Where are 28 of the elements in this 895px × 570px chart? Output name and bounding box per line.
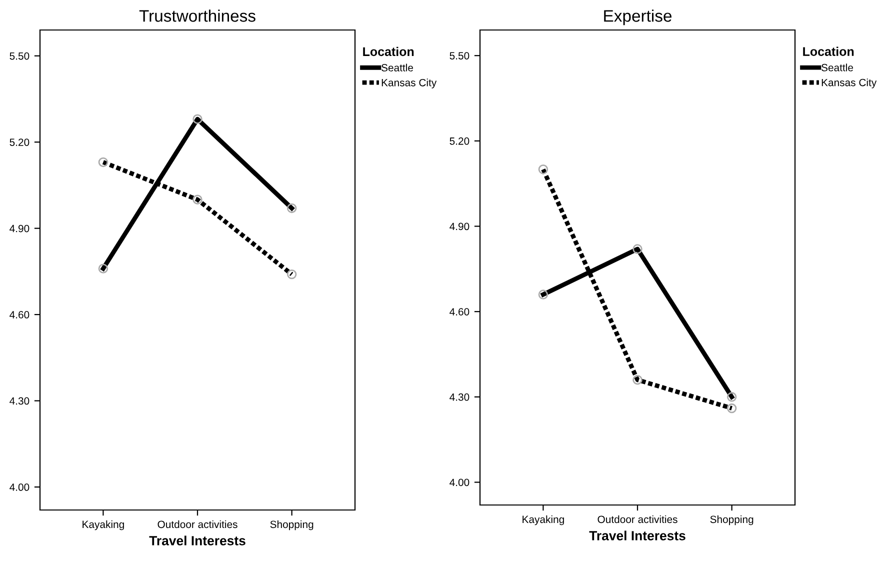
legend-title: Location: [803, 46, 854, 56]
legend-label: Kansas City: [822, 78, 877, 88]
y-tick-label: 4.60: [10, 311, 30, 318]
x-tick-label: Shopping: [270, 520, 314, 530]
legend-label: Seattle: [822, 64, 854, 72]
x-axis-title: Travel Interests: [149, 536, 246, 546]
x-tick-label: Shopping: [710, 515, 754, 526]
y-tick-label: 4.90: [450, 222, 470, 230]
x-axis-title: Travel Interests: [589, 530, 686, 540]
y-tick-label: 5.50: [450, 52, 470, 60]
y-tick-label: 4.00: [450, 478, 470, 486]
legend-label: Seattle: [382, 64, 414, 72]
y-tick-label: 4.00: [10, 484, 30, 491]
legend-label: Kansas City: [382, 78, 437, 88]
x-tick-label: Kayaking: [522, 515, 564, 526]
y-tick-label: 5.20: [10, 138, 30, 146]
y-tick-label: 4.90: [10, 224, 30, 232]
y-tick-label: 4.30: [450, 393, 470, 401]
legend-title: Location: [363, 46, 414, 56]
x-tick-label: Kayaking: [82, 520, 124, 530]
chart-title: Expertise: [604, 10, 672, 26]
chart-title: Trustworthiness: [139, 10, 256, 22]
y-tick-label: 5.50: [10, 52, 30, 60]
x-tick-label: Outdoor activities: [598, 515, 678, 524]
x-tick-label: Outdoor activities: [158, 520, 238, 528]
y-tick-label: 4.60: [450, 308, 470, 316]
y-tick-label: 5.20: [450, 137, 470, 145]
y-tick-label: 4.30: [10, 397, 30, 405]
